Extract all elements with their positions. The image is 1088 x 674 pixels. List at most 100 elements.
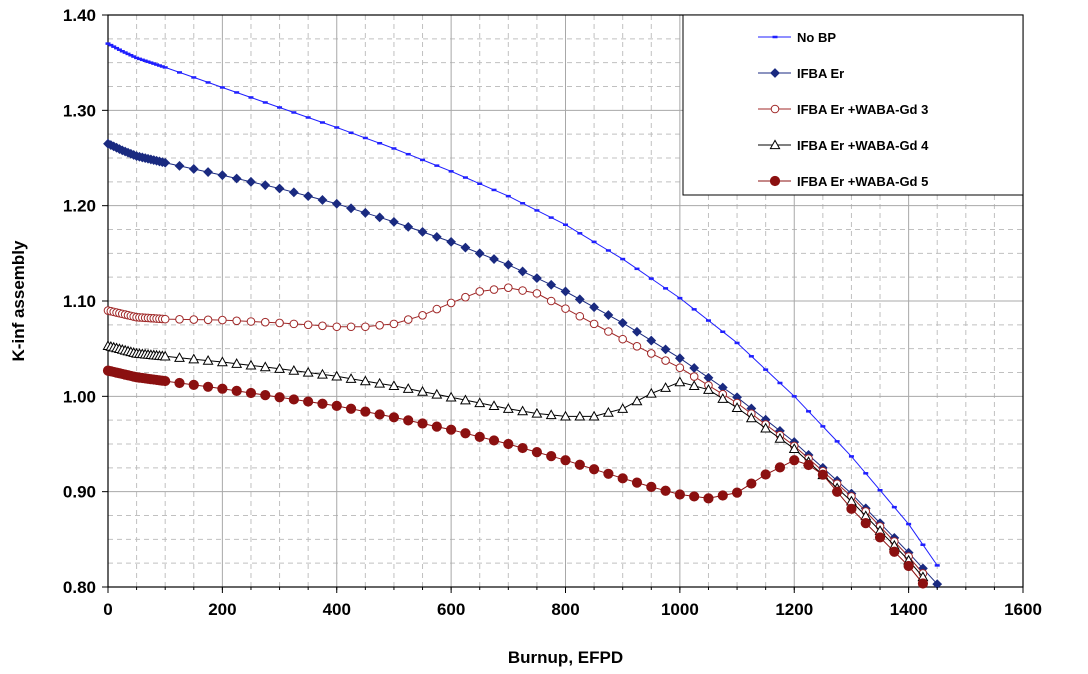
data-point	[689, 372, 699, 381]
y-tick-label: 1.40	[63, 6, 96, 25]
legend-label: IFBA Er	[797, 66, 844, 81]
data-point	[575, 311, 585, 321]
data-point	[259, 361, 271, 372]
y-tick-label: 1.20	[63, 197, 96, 216]
data-point	[560, 410, 571, 421]
data-point	[617, 473, 628, 484]
data-point	[174, 377, 185, 389]
data-point	[646, 335, 657, 346]
y-tick-label: 0.90	[63, 483, 96, 502]
legend-swatch-marker	[769, 139, 781, 150]
y-tick-label: 1.30	[63, 101, 96, 120]
data-point	[231, 358, 243, 368]
data-point	[561, 304, 570, 313]
data-point	[361, 322, 370, 332]
data-point	[674, 376, 686, 387]
data-point	[160, 157, 171, 168]
data-point	[260, 317, 270, 327]
data-point	[460, 242, 471, 253]
data-point	[274, 183, 285, 194]
series-line	[107, 143, 938, 585]
data-point	[531, 273, 542, 284]
data-point	[617, 403, 629, 413]
data-point	[331, 198, 342, 209]
data-point	[689, 491, 700, 502]
legend-entry: IFBA Er +WABA-Gd 4	[758, 138, 929, 153]
data-point	[303, 320, 313, 330]
data-point	[731, 402, 743, 412]
data-point	[917, 578, 929, 589]
data-point	[745, 412, 757, 423]
legend-entry: IFBA Er +WABA-Gd 3	[758, 102, 928, 117]
data-point	[274, 363, 286, 373]
data-point	[674, 353, 685, 364]
y-tick-label: 1.00	[63, 387, 96, 406]
data-point	[546, 451, 557, 462]
data-point	[660, 382, 672, 392]
data-point	[431, 388, 443, 399]
legend-label: IFBA Er +WABA-Gd 4	[797, 138, 929, 153]
data-point	[317, 368, 328, 379]
data-point	[603, 310, 614, 320]
data-point	[459, 394, 471, 405]
data-point	[588, 410, 600, 421]
data-point	[318, 321, 327, 331]
x-tick-label: 1600	[1004, 600, 1042, 619]
data-point	[245, 387, 257, 399]
data-point	[260, 390, 271, 401]
legend: No BP IFBA Er IFBA Er +WABA-Gd 3 IFBA Er +W…	[682, 14, 1024, 196]
data-point	[203, 167, 213, 177]
x-tick-label: 200	[208, 600, 236, 619]
data-point	[389, 216, 399, 227]
series-line	[107, 287, 924, 574]
data-point	[346, 203, 356, 214]
data-point	[460, 428, 471, 439]
data-point	[417, 226, 428, 237]
series-4	[102, 365, 929, 589]
data-point	[246, 317, 256, 326]
data-point	[288, 364, 300, 375]
axis-ticks: 0 200 400 600 800 1000 1200 1400 1600 0.80 0.90 1.0…	[63, 6, 1042, 619]
data-point	[218, 315, 227, 325]
legend-swatch-marker	[769, 175, 781, 187]
data-point	[202, 381, 214, 392]
data-point	[289, 319, 299, 329]
data-point	[889, 546, 900, 557]
data-point	[288, 187, 299, 198]
data-point	[504, 283, 513, 292]
data-point	[560, 455, 571, 466]
legend-entry: IFBA Er	[758, 66, 844, 81]
data-point	[518, 286, 527, 295]
data-point	[475, 287, 485, 296]
data-point	[517, 266, 528, 277]
data-point	[603, 468, 614, 479]
data-point	[374, 212, 385, 223]
series-layer	[102, 42, 943, 590]
data-point	[402, 383, 414, 393]
data-point	[488, 435, 500, 446]
x-tick-label: 1400	[890, 600, 928, 619]
data-point	[574, 410, 586, 421]
data-point	[546, 296, 556, 306]
data-point	[317, 195, 328, 205]
data-point	[174, 160, 185, 171]
data-point	[245, 359, 257, 370]
data-point	[774, 432, 786, 443]
data-point	[489, 254, 499, 264]
data-point	[803, 459, 814, 471]
data-point	[703, 384, 714, 394]
data-point	[274, 392, 285, 403]
data-point	[574, 294, 585, 305]
data-point	[646, 349, 656, 358]
data-point	[188, 379, 199, 390]
data-point	[389, 319, 399, 329]
data-point	[446, 298, 456, 308]
series-1	[103, 138, 943, 590]
data-point	[375, 321, 384, 330]
data-point	[860, 518, 871, 529]
data-point	[446, 236, 457, 247]
data-point	[560, 286, 571, 297]
data-point	[160, 375, 171, 387]
data-point	[604, 327, 613, 336]
